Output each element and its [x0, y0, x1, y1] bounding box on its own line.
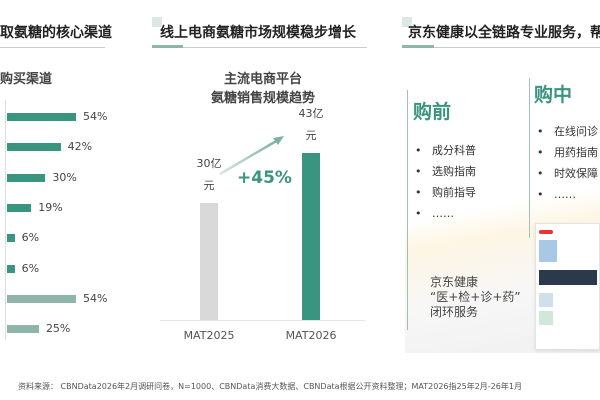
- x-axis-tick-label: MAT2025: [183, 329, 235, 342]
- source-footnote: 资料来源： CBNData2026年2月调研问卷，N=1000、CBNData消…: [18, 382, 522, 391]
- pre-divider: [407, 90, 408, 330]
- channel-bar: [7, 203, 32, 212]
- market-size-value-label: 30亿元: [196, 157, 222, 193]
- list-item: • 时效保障: [537, 167, 598, 180]
- service-text-line: 京东健康: [430, 275, 479, 289]
- list-item: • 用药指南: [537, 146, 598, 159]
- in-purchase-list: • 在线问诊 • 用药指南 • 时效保障 • ……: [537, 121, 598, 205]
- app-screenshot-image: [535, 223, 600, 350]
- list-item: • 选购指南: [415, 165, 476, 178]
- in-purchase-heading: 购中: [534, 84, 573, 106]
- growth-label: +45%: [237, 168, 292, 188]
- right-title-accent: [402, 45, 434, 48]
- pre-purchase-list: • 成分科普 • 选购指南 • 购前指导 • ……: [415, 140, 476, 224]
- channel-bar-label: 25%: [45, 322, 71, 336]
- service-text-line: 闭环服务: [430, 305, 479, 319]
- middle-panel-title: 线上电商氨糖市场规模稳步增长: [160, 25, 356, 41]
- chart-baseline: [160, 320, 365, 321]
- list-item: • 成分科普: [415, 144, 476, 157]
- market-size-bar: [200, 203, 218, 320]
- list-item: • 购前指导: [415, 186, 476, 199]
- channel-bar-label: 6%: [21, 231, 40, 245]
- middle-title-underline: [152, 47, 367, 48]
- left-panel-subtitle: 购买渠道: [0, 72, 53, 87]
- left-title-underline: [0, 47, 105, 48]
- channel-bar: [7, 173, 46, 182]
- channel-bar-label: 42%: [67, 140, 93, 154]
- list-item: • ……: [415, 207, 454, 220]
- pre-purchase-heading: 购前: [413, 101, 452, 123]
- channel-bar: [7, 234, 15, 243]
- chart-title-line-1: 主流电商平台: [223, 72, 302, 87]
- channel-bar: [7, 325, 39, 334]
- title-square-decoration: [152, 17, 162, 27]
- list-item: • 在线问诊: [537, 125, 598, 138]
- left-panel-title: 取氨糖的核心渠道: [0, 25, 112, 41]
- chart-title-line-2: 氨糖销售规模趋势: [210, 91, 315, 106]
- service-text-line: “医+检+诊+药”: [430, 290, 521, 304]
- channel-bar-label: 19%: [38, 200, 63, 214]
- chart-title: 主流电商平台 氨糖销售规模趋势: [193, 70, 333, 108]
- in-divider: [529, 78, 530, 238]
- growth-arrow-icon: [219, 136, 284, 176]
- channel-bar: [7, 113, 76, 121]
- middle-title-accent: [152, 45, 183, 48]
- channel-bar: [7, 264, 15, 273]
- service-text: 京东健康 “医+检+诊+药” 闭环服务: [430, 275, 521, 320]
- channel-bar: [7, 294, 76, 303]
- x-axis-tick-label: MAT2026: [285, 329, 337, 342]
- market-size-bar: [302, 153, 320, 320]
- channel-bar-label: 54%: [83, 110, 108, 123]
- title-square-decoration: [402, 17, 412, 27]
- left-axis-line: [5, 100, 6, 340]
- channel-bar-label: 54%: [83, 291, 108, 305]
- channel-bar-label: 30%: [52, 170, 77, 184]
- channel-bar-label: 6%: [21, 261, 40, 275]
- right-panel-title: 京东健康以全链路专业服务，帮: [408, 25, 600, 41]
- channel-bar: [7, 143, 61, 152]
- list-item: • ……: [537, 188, 576, 201]
- right-title-underline: [402, 47, 600, 48]
- market-size-value-label: 43亿元: [298, 107, 324, 142]
